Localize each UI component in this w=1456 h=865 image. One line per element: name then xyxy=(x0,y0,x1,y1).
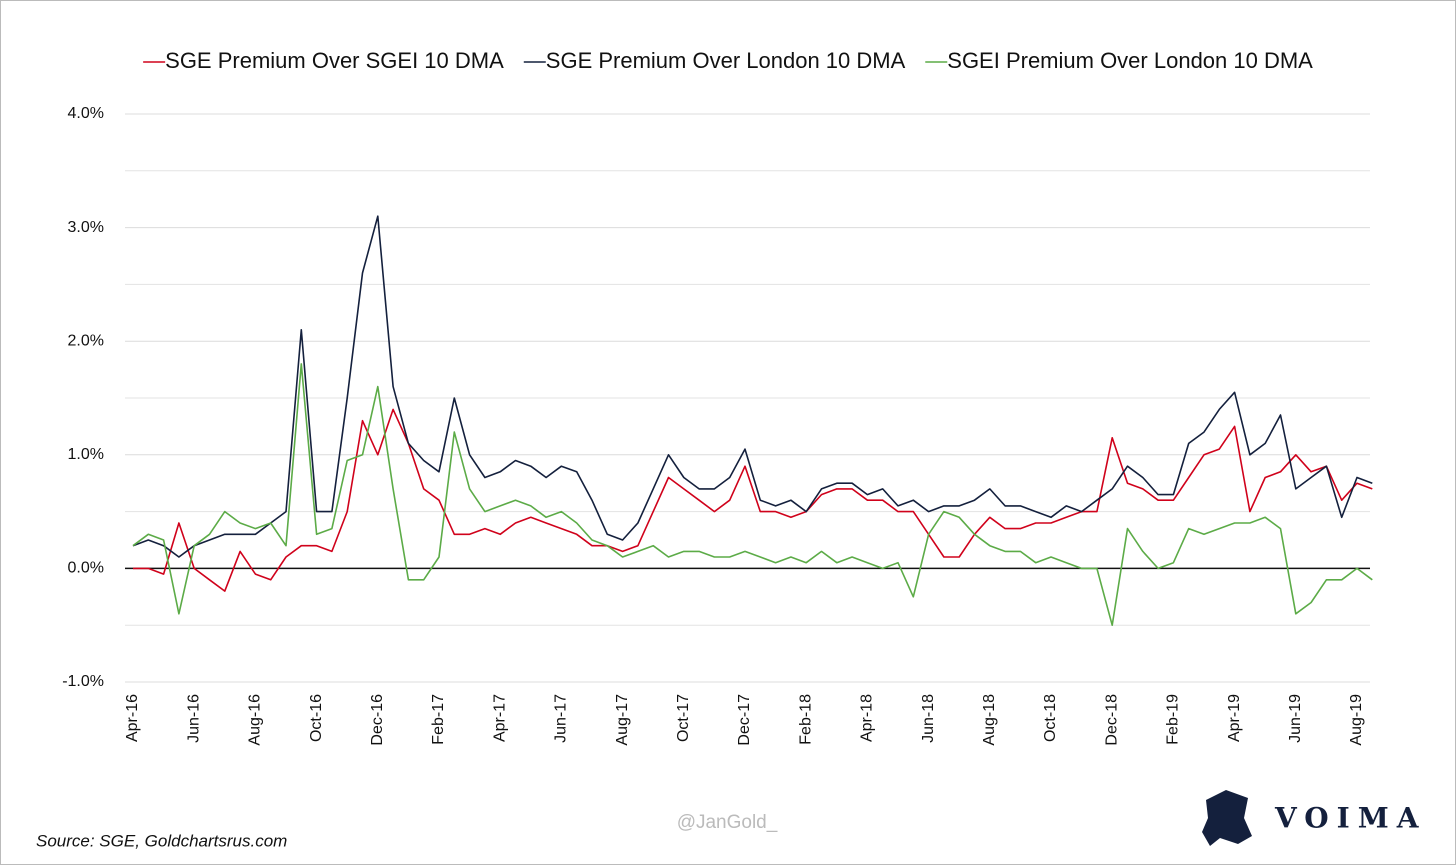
x-tick-label: Jun-18 xyxy=(920,694,937,743)
x-tick-label: Aug-16 xyxy=(247,694,264,746)
y-tick-label: -1.0% xyxy=(62,673,104,690)
x-tick-label: Jun-19 xyxy=(1287,694,1304,743)
series-line xyxy=(132,215,1373,558)
x-tick-label: Jun-16 xyxy=(185,694,202,743)
x-tick-label: Oct-18 xyxy=(1042,694,1059,742)
series-line xyxy=(132,363,1373,626)
x-tick-label: Apr-18 xyxy=(859,694,876,742)
x-tick-label: Jun-17 xyxy=(553,694,570,743)
x-tick-label: Oct-17 xyxy=(675,694,692,742)
y-tick-label: 3.0% xyxy=(68,219,104,236)
watermark: @JanGold_ xyxy=(677,812,778,833)
legend-label: SGE Premium Over London 10 DMA xyxy=(546,48,906,73)
x-tick-label: Apr-17 xyxy=(491,694,508,742)
x-tick-label: Feb-17 xyxy=(430,694,447,745)
x-tick-label: Oct-16 xyxy=(308,694,325,742)
y-tick-label: 2.0% xyxy=(68,332,104,349)
x-tick-label: Apr-19 xyxy=(1226,694,1243,742)
x-tick-label: Feb-18 xyxy=(797,694,814,745)
x-tick-label: Feb-19 xyxy=(1165,694,1182,745)
y-tick-label: 1.0% xyxy=(68,446,104,463)
x-tick-label: Aug-18 xyxy=(981,694,998,746)
legend-label: SGEI Premium Over London 10 DMA xyxy=(947,48,1313,73)
x-tick-label: Apr-16 xyxy=(124,694,141,742)
y-tick-label: 0.0% xyxy=(68,560,104,577)
x-tick-label: Dec-17 xyxy=(736,694,753,746)
legend: SGE Premium Over SGEI 10 DMA SGE Premium … xyxy=(143,48,1313,73)
y-tick-label: 4.0% xyxy=(68,105,104,122)
x-tick-label: Aug-19 xyxy=(1348,694,1365,746)
series-line xyxy=(133,408,1373,592)
source: Source: SGE, Goldchartsrus.com xyxy=(36,831,287,850)
legend-label: SGE Premium Over SGEI 10 DMA xyxy=(165,48,504,73)
x-tick-label: Dec-16 xyxy=(369,694,386,746)
x-tick-label: Aug-17 xyxy=(614,694,631,746)
brand: VOIMA xyxy=(1274,802,1426,835)
x-tick-label: Dec-18 xyxy=(1103,694,1120,746)
logo-icon xyxy=(1202,790,1252,846)
